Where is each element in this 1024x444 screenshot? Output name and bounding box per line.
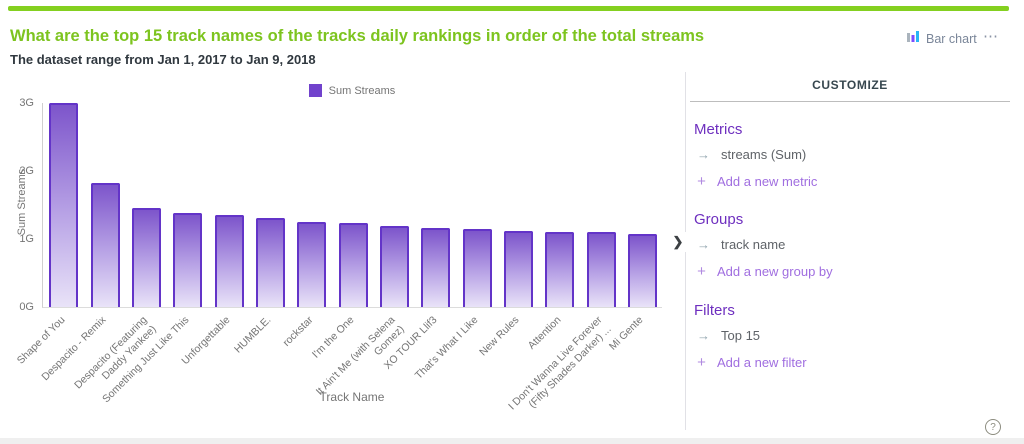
y-tick-0G: 0G	[19, 301, 34, 313]
dataset-range-subtitle: The dataset range from Jan 1, 2017 to Ja…	[10, 52, 316, 67]
section-header-filters: Filters	[694, 302, 735, 319]
group-item-track-name[interactable]: → track name	[697, 237, 785, 252]
metric-item-streams-sum[interactable]: → streams (Sum)	[697, 147, 806, 162]
plus-icon: +	[697, 263, 706, 280]
y-tick-3G: 3G	[19, 97, 34, 109]
bar-chart-icon	[906, 29, 920, 48]
filter-item-top-15[interactable]: → Top 15	[697, 328, 760, 343]
section-header-metrics: Metrics	[694, 121, 743, 138]
bar-4[interactable]	[173, 213, 203, 307]
add-group-button[interactable]: + Add a new group by	[697, 263, 833, 280]
bar-3[interactable]	[131, 207, 161, 307]
bar-5[interactable]	[214, 214, 244, 307]
chart-legend: Sum Streams	[42, 84, 662, 97]
metric-item-label: streams (Sum)	[721, 147, 807, 162]
add-metric-button[interactable]: + Add a new metric	[697, 173, 817, 190]
add-filter-label: Add a new filter	[717, 355, 807, 370]
arrow-right-icon: →	[697, 237, 710, 252]
ellipsis-menu-icon[interactable]: ⋯	[983, 28, 999, 45]
y-tick-2G: 2G	[19, 165, 34, 177]
help-icon[interactable]: ?	[985, 419, 1001, 435]
arrow-right-icon: →	[697, 328, 710, 343]
legend-label: Sum Streams	[328, 84, 396, 97]
chart-type-label: Bar chart	[926, 31, 977, 46]
bar-9[interactable]	[379, 226, 409, 307]
group-item-label: track name	[721, 237, 786, 252]
add-filter-button[interactable]: + Add a new filter	[697, 354, 807, 371]
chart-type-selector[interactable]: Bar chart	[906, 29, 977, 48]
customize-panel-title: CUSTOMIZE	[812, 78, 888, 92]
page-title: What are the top 15 track names of the t…	[10, 27, 705, 45]
bar-15[interactable]	[627, 233, 657, 307]
panel-collapse-chevron-icon[interactable]: ❯	[669, 232, 687, 252]
add-metric-label: Add a new metric	[717, 174, 818, 189]
arrow-right-icon: →	[697, 147, 710, 162]
filter-item-label: Top 15	[721, 328, 761, 343]
section-header-groups: Groups	[694, 211, 744, 228]
x-axis-title: Track Name	[319, 390, 385, 404]
bar-11[interactable]	[462, 229, 492, 307]
bottom-edge	[0, 438, 1024, 444]
bar-8[interactable]	[338, 222, 368, 307]
plus-icon: +	[697, 173, 706, 190]
bar-6[interactable]	[255, 218, 285, 307]
add-group-label: Add a new group by	[717, 264, 833, 279]
panel-title-divider	[690, 101, 1010, 102]
plus-icon: +	[697, 354, 706, 371]
plot-area	[42, 102, 662, 308]
bar-10[interactable]	[421, 227, 451, 307]
bar-2[interactable]	[90, 182, 120, 307]
top-accent-bar	[8, 6, 1009, 11]
bar-12[interactable]	[503, 231, 533, 307]
y-tick-1G: 1G	[19, 233, 34, 245]
bar-1[interactable]	[49, 102, 79, 307]
bar-7[interactable]	[297, 221, 327, 307]
bar-14[interactable]	[586, 231, 616, 307]
bar-13[interactable]	[545, 231, 575, 307]
legend-swatch	[308, 84, 322, 97]
